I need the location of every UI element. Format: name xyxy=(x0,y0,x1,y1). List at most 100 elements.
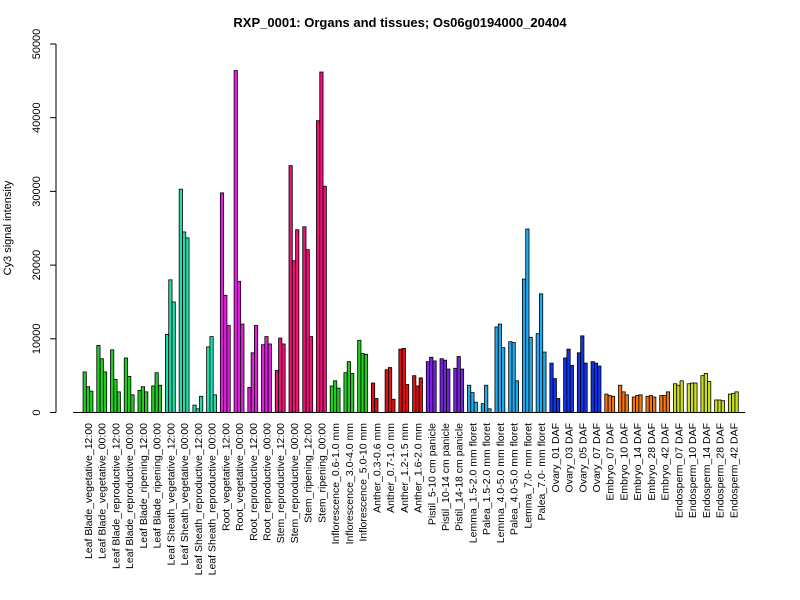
bar xyxy=(82,371,87,413)
bar xyxy=(569,364,574,413)
bar xyxy=(480,403,485,413)
bar xyxy=(539,293,544,413)
bar xyxy=(305,249,310,413)
bar xyxy=(714,399,719,413)
bar xyxy=(618,384,623,413)
bar xyxy=(350,373,355,413)
bar xyxy=(178,188,183,413)
bar xyxy=(398,348,403,413)
bar xyxy=(593,362,599,413)
bar xyxy=(206,346,211,413)
bar xyxy=(717,399,722,413)
bar xyxy=(597,365,602,413)
bar xyxy=(700,375,705,413)
bar xyxy=(295,229,300,413)
x-category-label: Anther_1.2-1.5 mm xyxy=(399,423,411,513)
bar xyxy=(563,357,568,413)
bar xyxy=(102,371,108,413)
x-category-label: Lemma_7.0- mm floret xyxy=(522,423,534,529)
bar xyxy=(425,361,430,413)
x-category-label: Palea_4.0-5.0 mm floret xyxy=(509,423,521,535)
x-category-label: Root_vegetative_00:00 xyxy=(234,423,246,531)
bar xyxy=(288,165,293,413)
bar xyxy=(528,336,533,413)
bar xyxy=(727,393,733,413)
x-category-label: Leaf Sheath_reproductive_00:00 xyxy=(207,423,219,576)
bar xyxy=(467,384,472,413)
bar xyxy=(439,358,444,413)
bar xyxy=(110,349,115,413)
bar xyxy=(412,375,417,413)
bar xyxy=(226,325,231,413)
x-category-label: Leaf Blade_ripening_12:00 xyxy=(138,423,150,549)
x-category-label: Lemma_1.5-2.0 mm floret xyxy=(467,423,479,543)
x-category-label: Root_reproductive_00:00 xyxy=(261,423,273,541)
x-category-label: Leaf Blade_ripening_00:00 xyxy=(152,423,164,549)
bar xyxy=(219,192,225,413)
x-category-label: Anther_0.3-0.6 mm xyxy=(371,423,383,513)
bar xyxy=(168,279,173,413)
x-axis-labels: Leaf Blade_vegetative_12:00 Leaf Blade_ve… xyxy=(83,423,740,576)
bar xyxy=(522,278,527,413)
x-category-label: Pistil_14-18 cm panicle xyxy=(454,423,466,531)
y-tick-label: 50000 xyxy=(31,29,43,60)
bar xyxy=(690,382,695,413)
bar xyxy=(542,351,547,413)
bar xyxy=(549,362,554,413)
bar xyxy=(322,185,327,413)
bar xyxy=(456,356,461,413)
bar xyxy=(236,280,242,413)
x-category-label: Palea_1.5-2.0 mm floret xyxy=(481,423,493,535)
bar xyxy=(635,395,640,413)
bar xyxy=(144,391,149,413)
bar xyxy=(254,325,259,413)
bar xyxy=(590,361,595,413)
bar xyxy=(645,395,650,413)
bar xyxy=(731,392,736,413)
bar xyxy=(405,384,410,413)
bar xyxy=(514,380,519,413)
x-category-label: Endosperm_07 DAF xyxy=(673,423,685,518)
bar xyxy=(130,394,135,413)
y-tick-label: 10000 xyxy=(31,324,43,355)
bar xyxy=(525,228,530,413)
bar xyxy=(274,370,279,413)
bar xyxy=(638,394,643,413)
bar xyxy=(679,380,684,413)
bar xyxy=(346,361,351,413)
x-category-label: Endosperm_28 DAF xyxy=(715,423,727,518)
bar xyxy=(707,381,712,413)
bar xyxy=(182,231,187,413)
bar xyxy=(154,372,159,413)
bar xyxy=(508,341,513,413)
bar xyxy=(89,390,94,413)
y-tick-label: 0 xyxy=(31,409,43,415)
bar xyxy=(316,120,321,413)
x-category-label: Stem_reproductive_00:00 xyxy=(289,423,301,543)
bar xyxy=(127,375,132,413)
bar xyxy=(576,352,582,413)
bar xyxy=(195,408,200,413)
x-category-label: Leaf Blade_vegetative_12:00 xyxy=(83,423,95,559)
bar xyxy=(171,301,176,413)
bar xyxy=(333,380,338,413)
x-category-label: Lemma_4.0-5.0 mm floret xyxy=(495,423,507,543)
x-category-label: Inflorescence_0.6-1.0 mm xyxy=(330,423,342,545)
bar xyxy=(96,345,101,413)
x-category-label: Inflorescence_5.0-10 mm xyxy=(358,423,370,542)
bar xyxy=(703,373,708,413)
bar xyxy=(473,401,478,413)
x-category-label: Ovary_05 DAF xyxy=(577,423,589,492)
bar xyxy=(240,323,245,413)
x-category-label: Pistil_5-10 cm panicle xyxy=(426,423,438,525)
bar xyxy=(261,344,266,413)
bar xyxy=(250,352,255,413)
bar xyxy=(583,362,588,413)
bar xyxy=(418,377,423,413)
x-category-label: Leaf Sheath_vegetative_00:00 xyxy=(179,423,191,566)
bar xyxy=(363,353,368,413)
bar xyxy=(391,398,396,413)
x-category-label: Stem_ripening_00:00 xyxy=(316,423,328,523)
bar xyxy=(453,367,458,413)
bar xyxy=(264,336,269,413)
